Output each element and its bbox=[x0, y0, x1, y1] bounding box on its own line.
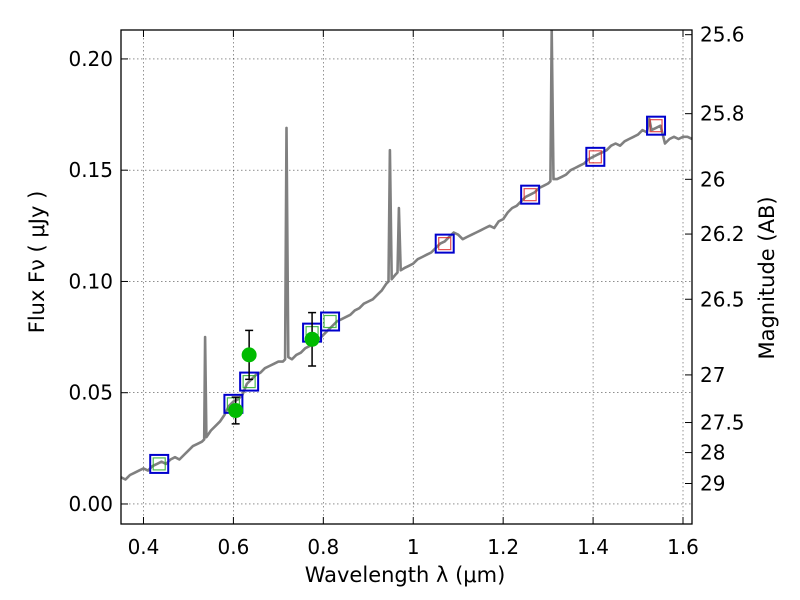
y2-axis-label: Magnitude (AB) bbox=[755, 196, 779, 359]
x-tick-label: 0.8 bbox=[307, 535, 339, 559]
x-tick-label: 1 bbox=[407, 535, 420, 559]
model-photometry-inner-mark bbox=[438, 237, 452, 251]
magnitude-tick-label: 27.5 bbox=[700, 411, 745, 435]
y-tick-label: 0.00 bbox=[68, 492, 113, 516]
x-axis-label: Wavelength λ (μm) bbox=[305, 563, 506, 587]
model-photometry-inner-mark bbox=[523, 188, 537, 202]
x-tick-label: 1.2 bbox=[487, 535, 519, 559]
magnitude-tick-label: 29 bbox=[700, 472, 725, 496]
model-photometry-inner-mark bbox=[152, 457, 166, 471]
observed-photometry-point bbox=[228, 403, 244, 419]
model-photometry-inner-mark bbox=[588, 150, 602, 164]
plot-series bbox=[121, 30, 692, 481]
model-photometry-square bbox=[320, 311, 341, 332]
observed-photometry-point bbox=[241, 347, 257, 363]
y-tick-label: 0.05 bbox=[68, 381, 113, 405]
x-tick-label: 0.6 bbox=[217, 535, 249, 559]
x-tick-label: 1.6 bbox=[667, 535, 699, 559]
grid-lines bbox=[121, 30, 692, 524]
y-axis-label: Flux Fν ( μJy ) bbox=[25, 191, 49, 334]
model-photometry-square bbox=[520, 184, 541, 205]
axes: 0.4 0.6 0.8 1 1.2 1.4 1.6 0.00 0.05 0.10 0.15 0.20 2… bbox=[68, 23, 744, 559]
magnitude-tick-label: 25.6 bbox=[700, 23, 745, 47]
plot-frame bbox=[120, 29, 693, 525]
plot-area bbox=[121, 30, 692, 481]
y-tick-label: 0.20 bbox=[68, 47, 113, 71]
magnitude-tick-label: 27 bbox=[700, 363, 725, 387]
model-photometry-square bbox=[585, 146, 606, 167]
model-photometry-inner-mark bbox=[649, 119, 663, 133]
model-photometry-square bbox=[646, 115, 667, 136]
magnitude-tick-label: 28 bbox=[700, 441, 725, 465]
y-tick-label: 0.10 bbox=[68, 269, 113, 293]
model-photometry-square bbox=[434, 233, 455, 254]
magnitude-tick-label: 25.8 bbox=[700, 102, 745, 126]
spectrum-line bbox=[121, 30, 692, 481]
x-tick-label: 1.4 bbox=[577, 535, 609, 559]
magnitude-tick-label: 26.5 bbox=[700, 287, 745, 311]
magnitude-tick-label: 26 bbox=[700, 167, 725, 191]
observed-photometry-point bbox=[304, 331, 320, 347]
model-photometry-inner-mark bbox=[323, 314, 337, 329]
model-photometry-square bbox=[149, 453, 170, 474]
y-tick-label: 0.15 bbox=[68, 158, 113, 182]
magnitude-tick-label: 26.2 bbox=[700, 222, 745, 246]
x-tick-label: 0.4 bbox=[128, 535, 160, 559]
